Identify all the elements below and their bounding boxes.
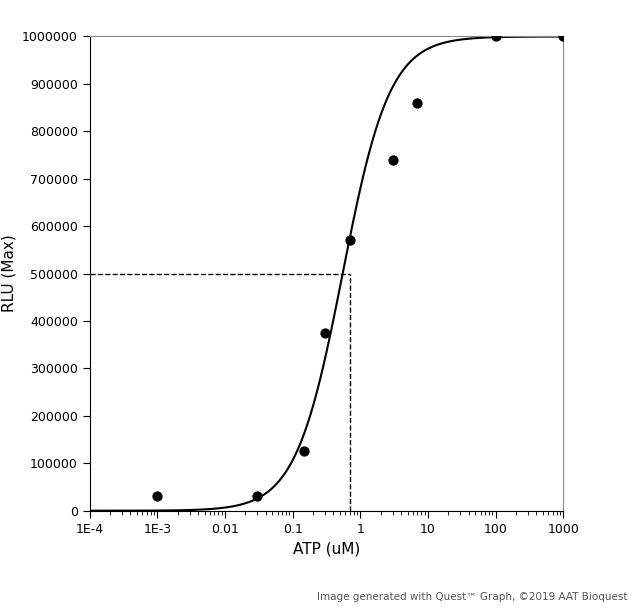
Point xyxy=(300,446,310,456)
X-axis label: ATP (uM): ATP (uM) xyxy=(292,541,360,556)
Point xyxy=(558,32,568,41)
Point xyxy=(152,492,163,502)
Y-axis label: RLU (Max): RLU (Max) xyxy=(1,235,17,313)
Point xyxy=(320,328,330,338)
Point xyxy=(412,98,422,108)
Point xyxy=(490,32,500,41)
Text: Image generated with Quest™ Graph, ©2019 AAT Bioquest: Image generated with Quest™ Graph, ©2019… xyxy=(317,592,627,602)
Point xyxy=(387,155,397,165)
Point xyxy=(252,492,262,502)
Point xyxy=(344,235,355,245)
